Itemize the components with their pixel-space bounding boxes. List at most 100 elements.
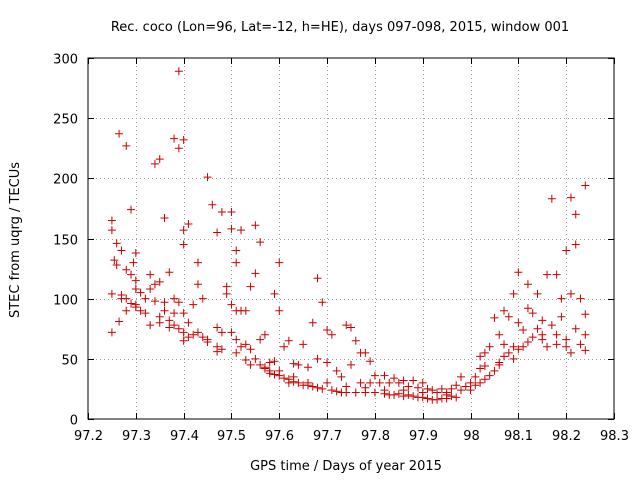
data-point	[141, 309, 150, 318]
data-point	[514, 268, 523, 277]
data-point	[237, 342, 246, 351]
data-point	[581, 346, 590, 355]
x-axis-ticks: 97.2 97.3 97.4 97.5 97.6 97.7 97.8 97.9 98 98.1 98…	[74, 58, 629, 444]
data-point	[232, 348, 241, 357]
data-point	[571, 240, 580, 249]
data-point	[351, 388, 360, 397]
data-point	[528, 333, 537, 342]
data-point	[189, 300, 198, 309]
data-point	[480, 362, 489, 371]
data-point	[294, 378, 303, 387]
data-point	[361, 348, 370, 357]
data-point	[222, 289, 231, 298]
data-point	[332, 387, 341, 396]
data-point	[260, 330, 269, 339]
data-point	[461, 382, 470, 391]
data-point	[284, 378, 293, 387]
data-point	[500, 306, 509, 315]
data-point	[485, 342, 494, 351]
data-point	[528, 309, 537, 318]
data-point	[246, 282, 255, 291]
data-point	[571, 210, 580, 219]
data-point	[390, 390, 399, 399]
data-point	[170, 134, 179, 143]
data-point	[275, 366, 284, 375]
data-point	[155, 155, 164, 164]
data-point	[452, 381, 461, 390]
data-point	[447, 392, 456, 401]
data-point	[184, 220, 193, 229]
data-point	[581, 310, 590, 319]
data-point	[351, 336, 360, 345]
data-point	[165, 268, 174, 277]
data-point	[471, 372, 480, 381]
data-point	[294, 360, 303, 369]
data-point	[509, 342, 518, 351]
data-point	[160, 306, 169, 315]
data-point	[327, 330, 336, 339]
data-point	[347, 323, 355, 332]
data-point	[366, 357, 375, 366]
data-point	[275, 306, 284, 315]
data-point	[270, 357, 279, 366]
data-point	[452, 393, 461, 402]
data-point	[447, 384, 456, 393]
data-point	[227, 328, 236, 337]
data-point	[246, 360, 255, 369]
data-points	[107, 67, 590, 404]
data-point	[547, 194, 556, 203]
data-point	[375, 378, 384, 387]
data-point	[213, 347, 222, 356]
data-point	[466, 378, 475, 387]
data-point	[500, 352, 509, 361]
data-point	[203, 173, 212, 182]
x-tick-label: 98.1	[504, 429, 533, 444]
data-point	[552, 340, 561, 349]
data-point	[418, 378, 427, 387]
data-point	[543, 270, 552, 279]
data-point	[146, 285, 155, 294]
data-point	[409, 376, 418, 385]
data-point	[342, 321, 351, 330]
data-point	[303, 378, 312, 387]
data-point	[547, 321, 556, 330]
data-point	[241, 340, 250, 349]
data-point	[179, 309, 188, 318]
data-point	[495, 358, 504, 367]
data-point	[399, 376, 408, 385]
data-point	[131, 285, 140, 294]
data-point	[289, 359, 298, 368]
data-point	[471, 381, 480, 390]
data-point	[246, 345, 255, 354]
data-point	[538, 316, 547, 325]
data-point	[562, 246, 571, 255]
data-point	[256, 360, 265, 369]
data-point	[213, 228, 222, 237]
data-point	[356, 378, 365, 387]
data-point	[318, 298, 327, 307]
data-point	[576, 294, 585, 303]
data-point	[198, 333, 207, 342]
data-point	[170, 309, 179, 318]
data-point	[251, 221, 260, 230]
data-point	[155, 277, 164, 286]
data-point	[433, 388, 442, 397]
data-point	[122, 141, 131, 150]
data-point	[504, 348, 513, 357]
x-tick-label: 97.5	[217, 429, 246, 444]
x-tick-label: 97.3	[122, 429, 151, 444]
data-point	[490, 366, 499, 375]
data-point	[308, 318, 317, 327]
x-axis-label: GPS time / Days of year 2015	[250, 459, 442, 474]
data-point	[136, 288, 145, 297]
data-point	[141, 294, 150, 303]
x-tick-label: 97.9	[409, 429, 438, 444]
data-point	[284, 336, 293, 345]
data-point	[256, 238, 265, 247]
data-point	[170, 294, 179, 303]
data-point	[476, 364, 485, 373]
data-point	[256, 335, 265, 344]
data-point	[217, 345, 226, 354]
data-point	[509, 354, 518, 363]
data-point	[208, 200, 217, 209]
